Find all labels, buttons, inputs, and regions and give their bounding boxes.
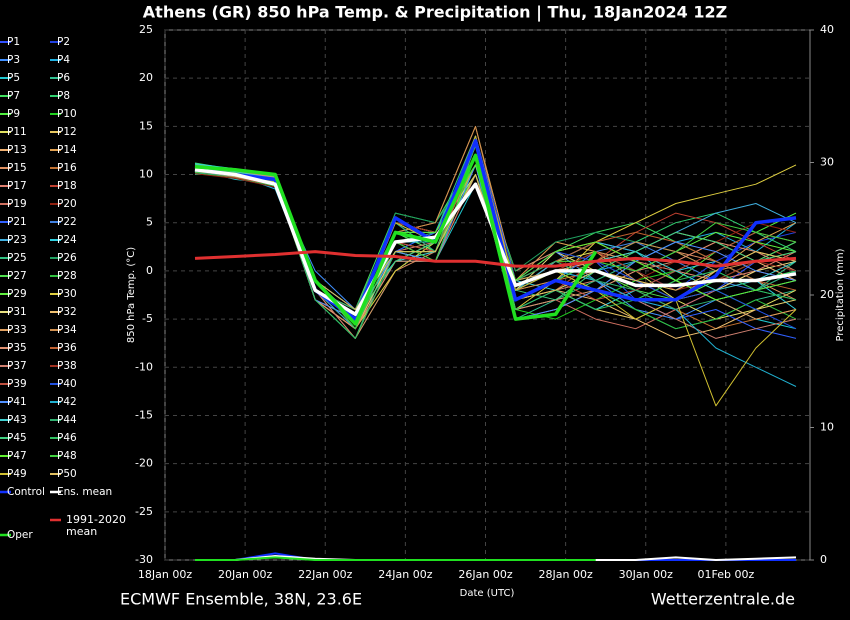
legend-label: P10 [57,108,77,120]
legend-label: P13 [7,144,27,156]
legend-label: P5 [7,72,20,84]
legend-label: P16 [57,162,77,174]
y-tick-label: -15 [135,408,153,421]
legend-label: P25 [7,252,27,264]
legend-label: P15 [7,162,27,174]
legend-label: P6 [57,72,70,84]
x-tick-label: 01Feb 00z [697,568,754,581]
chart-title: Athens (GR) 850 hPa Temp. & Precipitatio… [143,3,727,23]
legend-label: P23 [7,234,27,246]
legend-label: P42 [57,396,77,408]
legend-label: P22 [57,216,77,228]
y2-tick-label: 30 [820,156,834,169]
y2-axis-title: Precipitation (mm) [835,248,846,341]
legend-label: P27 [7,270,27,282]
legend-label: P36 [57,342,77,354]
legend-label: P48 [57,450,77,462]
y2-tick-label: 0 [820,553,827,566]
plot-frame [164,29,811,561]
legend-label: P33 [7,324,27,336]
y-tick-label: 10 [139,168,153,181]
legend-label: Control [7,486,45,498]
y-tick-label: 20 [139,71,153,84]
legend-label: P45 [7,432,27,444]
legend-label: P30 [57,288,77,300]
legend-label: P19 [7,198,27,210]
x-tick-label: 26Jan 00z [458,568,512,581]
x-tick-label: 20Jan 00z [218,568,272,581]
y-tick-label: 15 [139,119,153,132]
legend-label: P11 [7,126,27,138]
series-line [194,153,598,326]
subtitle: ECMWF Ensemble, 38N, 23.6E [120,590,362,609]
legend-label: P17 [7,180,27,192]
legend-label: P44 [57,414,77,426]
series-line [194,250,797,268]
legend-label: P4 [57,54,70,66]
legend-label: P49 [7,468,27,480]
x-axis-title: Date (UTC) [460,588,515,599]
legend-label: P31 [7,306,27,318]
legend-label: P29 [7,288,27,300]
precip-line [195,556,596,561]
legend-label: P34 [57,324,77,336]
legend-label: P20 [57,198,77,210]
series-line [194,172,797,320]
legend-label: P7 [7,90,20,102]
x-tick-label: 30Jan 00z [619,568,673,581]
legend-label: P47 [7,450,27,462]
y-tick-label: 5 [146,216,153,229]
legend-label: Oper [7,529,33,541]
legend-label: P39 [7,378,27,390]
y-tick-label: -30 [135,553,153,566]
y2-tick-label: 20 [820,288,834,301]
legend-label: P28 [57,270,77,282]
legend-label: P46 [57,432,77,444]
legend-label: P32 [57,306,77,318]
y-axis-title: 850 hPa Temp. (°C) [126,247,137,343]
legend-label: P38 [57,360,77,372]
x-tick-label: 22Jan 00z [298,568,352,581]
legend-label: 1991-2020 mean [66,513,126,538]
y-tick-label: -5 [142,312,153,325]
legend-label: P35 [7,342,27,354]
series-line [194,171,797,320]
y-tick-label: 25 [139,23,153,36]
legend-label: P8 [57,90,70,102]
legend-label: P9 [7,108,20,120]
y-tick-label: -25 [135,505,153,518]
legend-label: P14 [57,144,77,156]
legend-label: P43 [7,414,27,426]
series-line [194,164,797,339]
y-tick-label: -20 [135,457,153,470]
y2-tick-label: 10 [820,421,834,434]
legend-label: P1 [7,36,20,48]
y-tick-label: 0 [146,264,153,277]
legend-label: P41 [7,396,27,408]
x-tick-label: 28Jan 00z [539,568,593,581]
y-tick-label: -10 [135,360,153,373]
x-tick-label: 18Jan 00z [138,568,192,581]
x-tick-label: 24Jan 00z [378,568,432,581]
legend-label: P2 [57,36,70,48]
legend-label: P40 [57,378,77,390]
legend-label: P26 [57,252,77,264]
legend-label: P50 [57,468,77,480]
legend-label: P3 [7,54,20,66]
legend-label: P12 [57,126,77,138]
legend-label: P18 [57,180,77,192]
series-line [194,170,797,320]
legend-label: P37 [7,360,27,372]
legend-label: Ens. mean [57,486,112,498]
y2-tick-label: 40 [820,23,834,36]
legend-label: P21 [7,216,27,228]
legend-label: P24 [57,234,77,246]
source: Wetterzentrale.de [651,590,795,609]
